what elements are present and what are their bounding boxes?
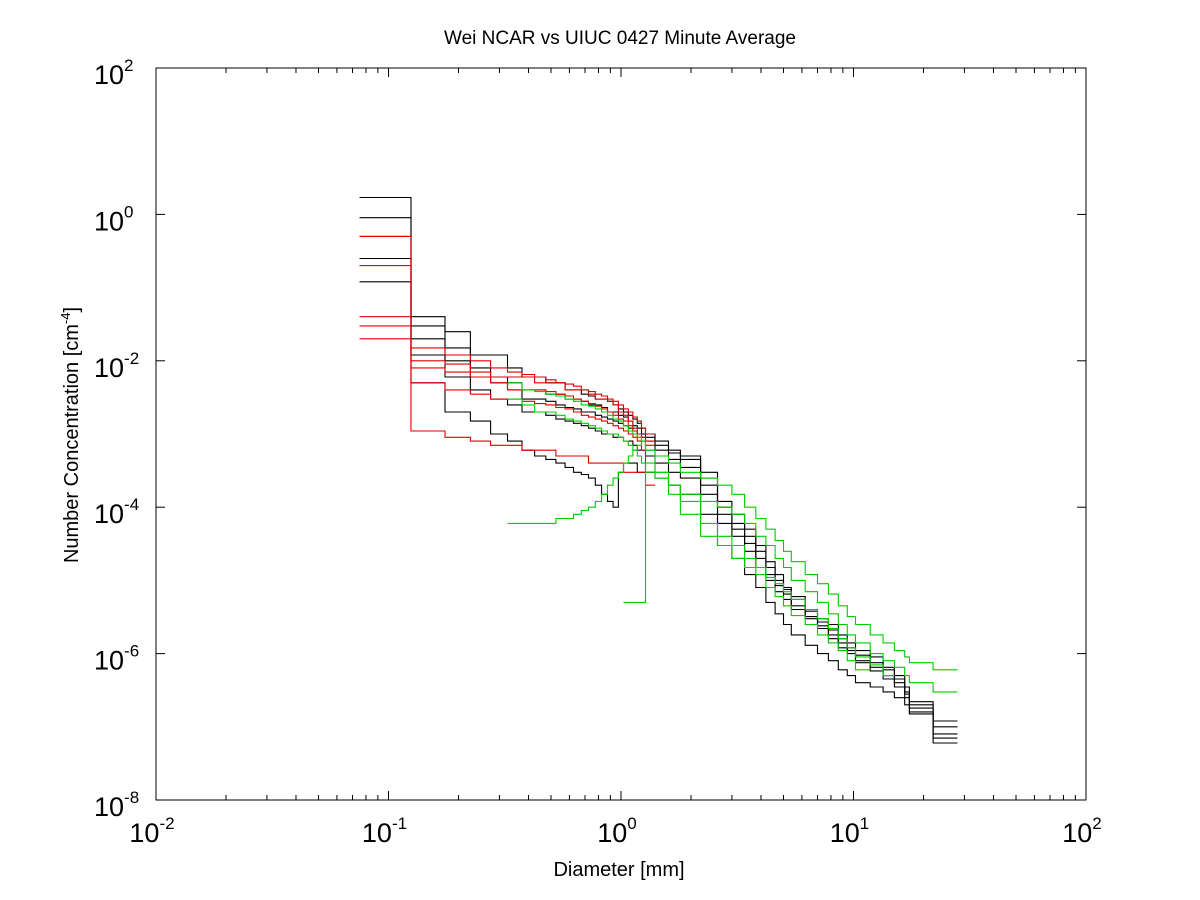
y-axis-label-close: ] bbox=[61, 307, 83, 313]
y-axis-label-exponent: -4 bbox=[58, 313, 73, 325]
y-tick-label: 10-6 bbox=[94, 642, 139, 676]
y-tick-label: 10-8 bbox=[94, 788, 139, 822]
series-13-line bbox=[507, 440, 871, 671]
series-9-line bbox=[359, 265, 655, 473]
series-12-line bbox=[507, 398, 958, 693]
data-series-group bbox=[359, 196, 958, 744]
x-tick-label: 102 bbox=[1062, 814, 1102, 848]
series-14-line bbox=[623, 462, 895, 677]
series-10-line bbox=[359, 235, 655, 435]
y-axis-label-base: Number Concentration [cm bbox=[61, 324, 83, 563]
x-tick-label: 10-1 bbox=[362, 814, 407, 848]
y-tick-labels: 10-8 10-6 10-4 10-2 100 102 bbox=[94, 56, 139, 822]
series-7-line bbox=[359, 325, 655, 446]
y-tick-label: 10-4 bbox=[94, 495, 139, 529]
series-11-line bbox=[507, 382, 958, 671]
y-tick-label: 102 bbox=[94, 56, 134, 90]
x-tick-label: 101 bbox=[830, 814, 870, 848]
x-tick-label: 10-2 bbox=[129, 814, 174, 848]
y-tick-label: 100 bbox=[94, 202, 134, 236]
x-tick-labels: 10-2 10-1 100 101 102 bbox=[129, 814, 1101, 848]
axes-group bbox=[155, 67, 1087, 801]
x-tick-label: 100 bbox=[597, 814, 637, 848]
x-axis-label: Diameter [mm] bbox=[553, 859, 684, 881]
y-axis-label: Number Concentration [cm-4] bbox=[58, 307, 83, 563]
y-tick-label: 10-2 bbox=[94, 349, 139, 383]
chart-title: Wei NCAR vs UIUC 0427 Minute Average bbox=[444, 28, 796, 49]
